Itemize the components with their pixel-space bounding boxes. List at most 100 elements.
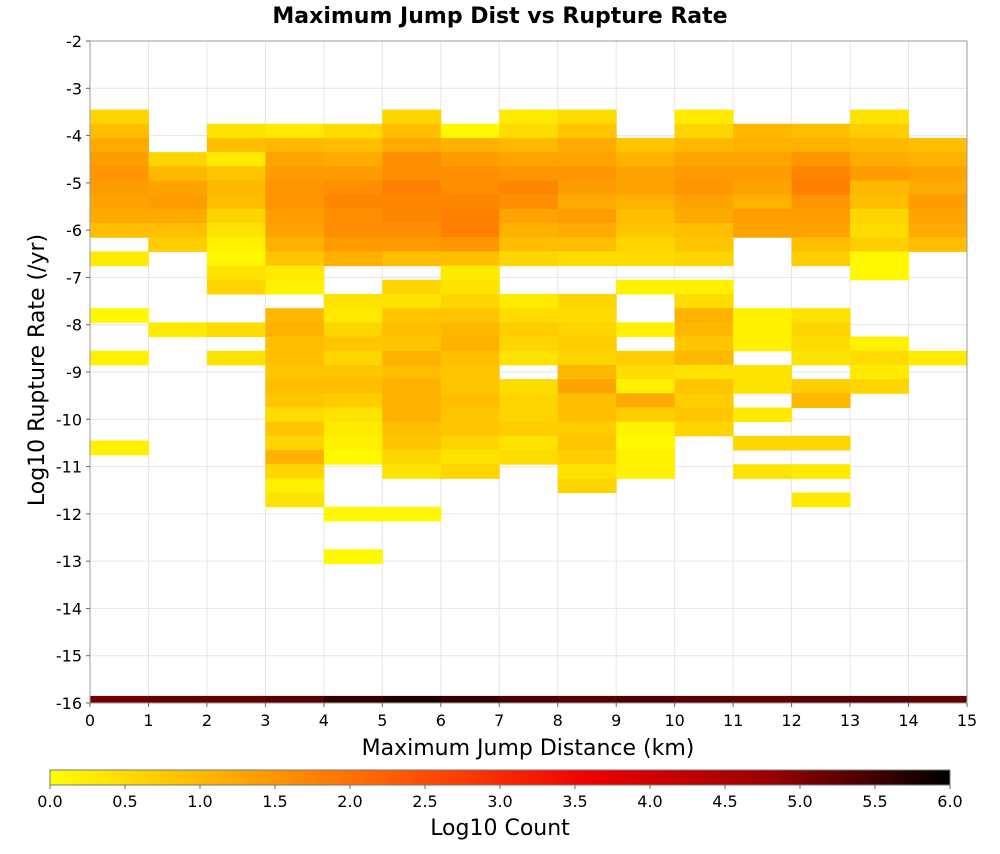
heatmap-cell — [557, 350, 617, 366]
heatmap-cell — [382, 166, 442, 181]
heatmap-cell — [90, 208, 149, 224]
heatmap-cell — [148, 695, 208, 704]
heatmap-cell — [499, 379, 559, 394]
y-tick-label: -14 — [56, 599, 82, 618]
heatmap-cell — [265, 350, 325, 366]
heatmap-cell — [499, 393, 559, 408]
heatmap-cell — [323, 421, 383, 437]
x-tick-label: 8 — [553, 711, 563, 730]
heatmap-cell — [850, 223, 910, 238]
heatmap-cell — [791, 464, 851, 479]
heatmap-cell — [616, 180, 676, 196]
heatmap-cell — [148, 166, 208, 181]
heatmap-cell — [616, 208, 676, 224]
y-tick-label: -6 — [66, 221, 82, 240]
heatmap-cell — [323, 194, 383, 210]
heatmap-cell — [382, 407, 442, 423]
y-tick-label: -7 — [66, 268, 82, 287]
y-axis-ticks: -2 -3 -4 -5 -6 -7 -8 -9 -10 -11 -12 -13 -14 -15 -16 — [56, 32, 90, 713]
heatmap-cell — [616, 379, 676, 394]
heatmap-cell — [850, 251, 910, 267]
heatmap-cell — [440, 194, 500, 210]
heatmap-cell — [440, 421, 500, 437]
heatmap-cell — [850, 194, 910, 210]
heatmap-cell — [323, 435, 383, 451]
heatmap-cell — [148, 194, 208, 210]
heatmap-cell — [733, 336, 793, 352]
heatmap-cell — [265, 265, 325, 281]
heatmap-cell — [323, 152, 383, 167]
colorbar-tick-label: 3.0 — [487, 792, 512, 811]
heatmap-cell — [791, 137, 851, 153]
heatmap-cell — [265, 208, 325, 224]
heatmap-cell — [382, 223, 442, 238]
heatmap-cell — [674, 336, 734, 352]
heatmap-cell — [908, 194, 968, 210]
y-tick-label: -4 — [66, 127, 82, 146]
heatmap-cell — [265, 478, 325, 494]
heatmap-cell — [499, 350, 559, 366]
heatmap-cell — [265, 137, 325, 153]
heatmap-cell — [499, 223, 559, 238]
heatmap-cell — [557, 137, 617, 153]
heatmap-cell — [791, 123, 851, 139]
heatmap-cell — [265, 450, 325, 465]
heatmap-cell — [850, 379, 910, 394]
heatmap-cell — [499, 109, 559, 125]
heatmap-cell — [791, 350, 851, 366]
heatmap-cell — [90, 180, 149, 196]
heatmap-cell — [265, 492, 325, 508]
heatmap-cell — [90, 166, 149, 181]
x-tick-label: 2 — [202, 711, 212, 730]
heatmap-cell — [616, 152, 676, 167]
heatmap-cell — [674, 350, 734, 366]
heatmap-cell — [382, 123, 442, 139]
heatmap-cell — [557, 237, 617, 252]
heatmap-cell — [908, 180, 968, 196]
y-tick-label: -5 — [66, 174, 82, 193]
heatmap-cell — [323, 549, 383, 565]
heatmap-cell — [323, 251, 383, 267]
heatmap-cell — [850, 152, 910, 167]
heatmap-cell — [499, 251, 559, 267]
y-tick-label: -16 — [56, 694, 82, 713]
colorbar-tick-label: 4.5 — [712, 792, 737, 811]
heatmap-cell — [557, 450, 617, 465]
heatmap-cell — [733, 322, 793, 338]
heatmap-cell — [733, 407, 793, 423]
heatmap-cell — [616, 421, 676, 437]
heatmap-cell — [499, 336, 559, 352]
heatmap-cell — [323, 208, 383, 224]
heatmap-cell — [265, 435, 325, 451]
heatmap-cell — [382, 450, 442, 465]
heatmap-cell — [674, 237, 734, 252]
heatmap-cell — [382, 350, 442, 366]
heatmap-cell — [791, 152, 851, 167]
heatmap-cell — [323, 379, 383, 394]
heatmap-cell — [382, 137, 442, 153]
heatmap-cell — [616, 322, 676, 338]
heatmap-cell — [791, 237, 851, 252]
colorbar-tick-label: 0.0 — [37, 792, 62, 811]
y-tick-label: -13 — [56, 552, 82, 571]
heatmap-cell — [850, 166, 910, 181]
heatmap-cell — [148, 223, 208, 238]
heatmap-cell — [674, 308, 734, 323]
heatmap-cell — [323, 450, 383, 465]
heatmap-cell — [206, 180, 266, 196]
heatmap-cell — [148, 322, 208, 338]
heatmap-cell — [265, 308, 325, 323]
heatmap-cell — [148, 237, 208, 252]
heatmap-cell — [616, 194, 676, 210]
heatmap-cell — [265, 364, 325, 380]
heatmap-cell — [908, 223, 968, 238]
heatmap-cell — [499, 237, 559, 252]
x-tick-label: 0 — [85, 711, 95, 730]
heatmap-cell — [90, 350, 149, 366]
heatmap-cell — [382, 237, 442, 252]
heatmap-cell — [148, 152, 208, 167]
heatmap-cell — [674, 393, 734, 408]
heatmap-cell — [499, 208, 559, 224]
heatmap-cell — [616, 695, 676, 704]
heatmap-cell — [616, 407, 676, 423]
